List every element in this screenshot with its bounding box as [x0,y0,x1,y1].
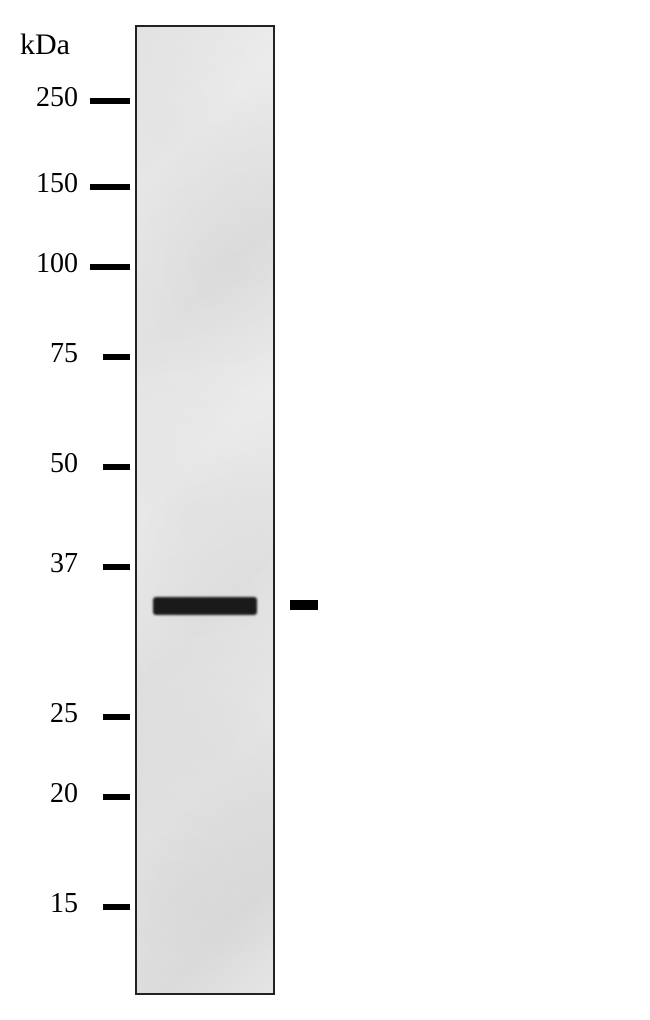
marker-tick-75 [103,354,130,360]
blot-lane [135,25,275,995]
marker-tick-50 [103,464,130,470]
marker-tick-25 [103,714,130,720]
marker-tick-250 [90,98,130,104]
marker-tick-100 [90,264,130,270]
marker-tick-15 [103,904,130,910]
marker-label-50: 50 [18,448,78,480]
marker-label-20: 20 [18,778,78,810]
marker-tick-37 [103,564,130,570]
band-indicator-tick [290,600,318,610]
marker-label-75: 75 [18,338,78,370]
marker-label-15: 15 [18,888,78,920]
marker-label-150: 150 [18,168,78,200]
marker-label-250: 250 [18,82,78,114]
protein-band [153,597,257,615]
marker-tick-150 [90,184,130,190]
lane-background-noise [137,27,273,993]
marker-label-100: 100 [18,248,78,280]
marker-label-25: 25 [18,698,78,730]
marker-tick-20 [103,794,130,800]
blot-figure: kDa 250 150 100 75 50 37 25 20 15 [0,0,650,1020]
axis-unit-label: kDa [20,28,70,62]
marker-label-37: 37 [18,548,78,580]
